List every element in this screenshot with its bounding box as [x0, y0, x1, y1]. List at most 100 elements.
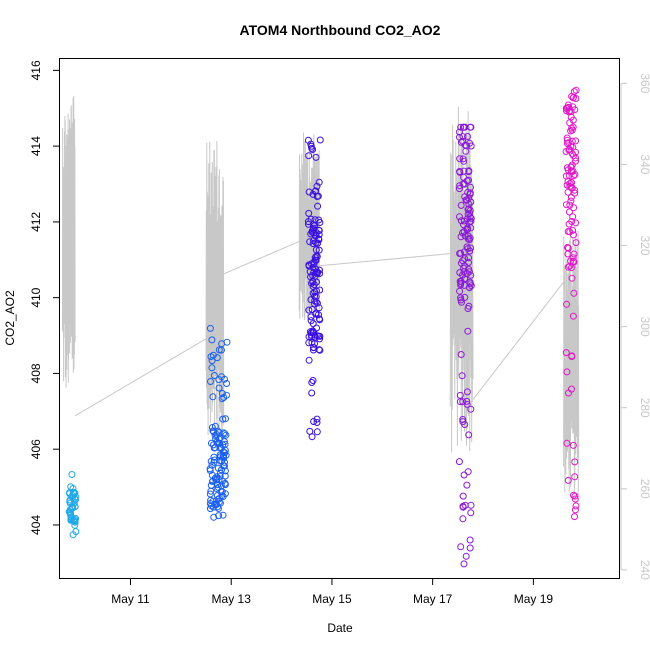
data-point [312, 229, 320, 237]
data-point [456, 250, 464, 257]
data-point [570, 172, 578, 180]
data-point [316, 316, 324, 324]
data-point [460, 157, 468, 165]
data-point [567, 193, 575, 201]
data-point [456, 182, 464, 190]
data-point [316, 136, 324, 144]
data-point [313, 428, 321, 436]
data-point [572, 95, 580, 102]
data-point [218, 340, 226, 348]
data-point [459, 515, 467, 523]
data-point [315, 346, 323, 354]
data-point [467, 244, 475, 252]
chart-title: ATOM4 Northbound CO2_AO2 [240, 22, 441, 38]
data-point [209, 427, 217, 435]
data-point [69, 489, 77, 496]
data-point [457, 294, 465, 302]
data-point [466, 218, 474, 226]
data-point [210, 372, 218, 379]
data-point [568, 353, 576, 360]
data-point [312, 310, 320, 318]
data-point [211, 474, 219, 482]
x-axis-label: Date [327, 621, 353, 635]
data-point [462, 552, 470, 560]
data-point [568, 264, 575, 272]
data-point [212, 435, 220, 443]
data-point [463, 388, 471, 396]
data-point [569, 257, 577, 265]
data-point [457, 233, 465, 241]
data-point [309, 377, 317, 384]
data-point [564, 476, 572, 484]
data-point [464, 232, 472, 240]
data-point [215, 376, 223, 384]
data-point [316, 266, 323, 274]
y-tick-label: 406 [29, 439, 43, 459]
data-point [221, 479, 229, 487]
data-point [221, 458, 228, 466]
data-point [569, 226, 577, 234]
data-point [572, 219, 580, 227]
data-point [466, 284, 473, 292]
data-point [459, 503, 467, 511]
data-point [215, 429, 223, 437]
data-point [207, 378, 214, 385]
data-point [221, 490, 229, 498]
data-point [209, 393, 217, 401]
data-point [208, 336, 216, 344]
data-point [305, 356, 313, 364]
data-point [467, 509, 475, 517]
data-point [571, 506, 579, 514]
line-connector [74, 338, 207, 417]
y-tick-label: 408 [29, 363, 43, 383]
data-point [459, 492, 467, 500]
data-point [564, 228, 572, 235]
data-point [467, 405, 475, 413]
data-point [308, 389, 316, 397]
data-point [459, 180, 467, 188]
data-point [456, 213, 463, 221]
data-point [311, 300, 319, 308]
data-point [72, 515, 80, 522]
data-point [564, 166, 572, 174]
data-point [563, 107, 570, 115]
data-point [564, 244, 572, 252]
data-point [467, 198, 475, 206]
x-tick-label: May 11 [111, 592, 150, 606]
data-point [572, 239, 580, 247]
data-point [466, 189, 474, 197]
axes: May 11 May 13 May 15 May 17 May 19 404 406 408 4… [29, 60, 650, 606]
data-point [570, 491, 577, 499]
data-point [214, 503, 221, 511]
data-point [216, 494, 223, 502]
y2-tick-label: 360 [638, 73, 650, 93]
data-point [463, 196, 471, 204]
data-point [466, 544, 474, 552]
data-point [304, 136, 312, 144]
x-tick-label: May 13 [212, 592, 252, 606]
data-point [315, 178, 323, 186]
y-axis-label: CO2_AO2 [3, 290, 17, 346]
data-point [571, 513, 578, 521]
data-point [215, 512, 223, 520]
y-tick-label: 414 [29, 136, 43, 156]
scatter-series [65, 86, 580, 568]
data-point [569, 94, 577, 102]
data-point [216, 439, 224, 447]
data-point [312, 187, 320, 195]
data-point [568, 161, 576, 169]
data-point [210, 513, 218, 521]
data-point [467, 280, 474, 288]
y2-tick-label: 340 [638, 154, 650, 174]
data-point [311, 222, 318, 230]
y2-tick-label: 320 [638, 236, 650, 256]
data-point [67, 483, 75, 491]
data-point [308, 433, 316, 441]
line-connector [223, 241, 300, 275]
data-point [568, 274, 576, 282]
data-point [316, 346, 324, 354]
data-point [309, 271, 317, 279]
data-point [315, 311, 322, 319]
data-point [214, 427, 222, 435]
data-point [223, 391, 230, 399]
